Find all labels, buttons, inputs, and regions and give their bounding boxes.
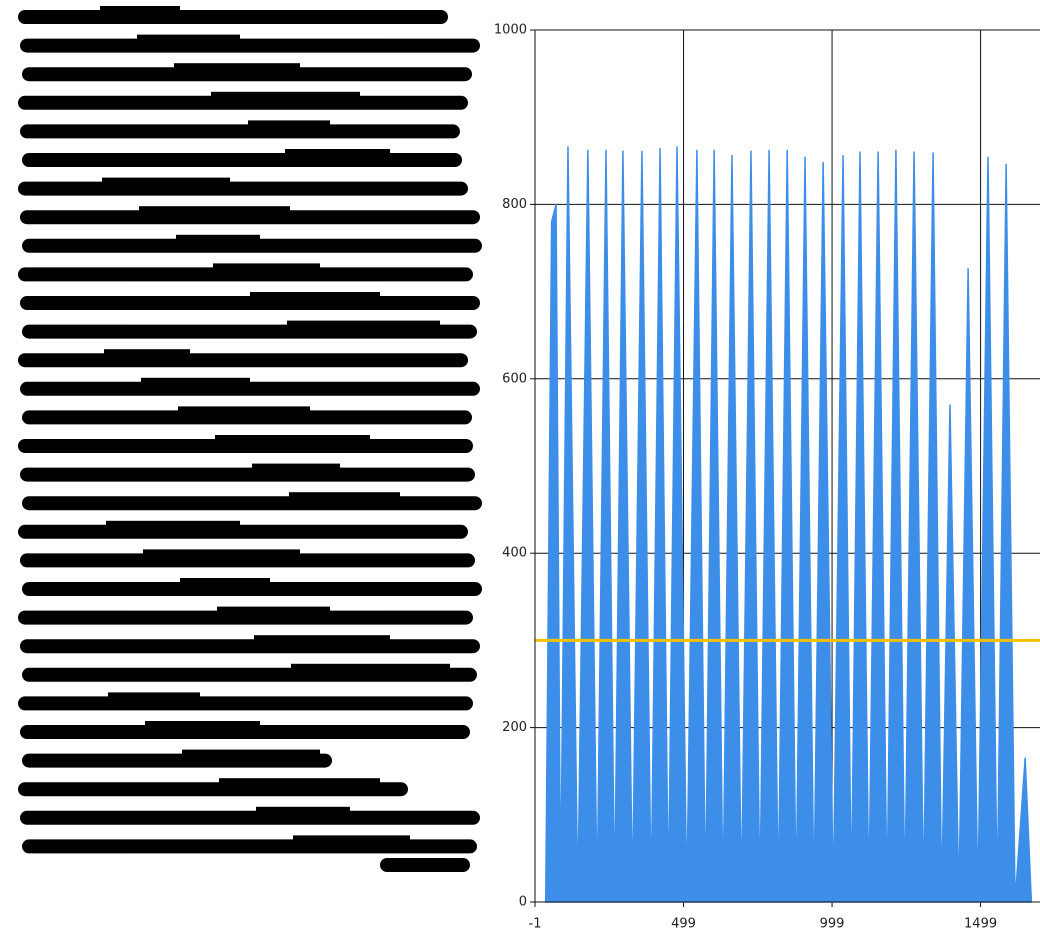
redacted-line <box>22 153 462 167</box>
redacted-block <box>219 778 380 786</box>
y-tick-label: 1000 <box>494 23 527 38</box>
y-tick-label: 400 <box>502 546 527 561</box>
redacted-block <box>293 835 410 843</box>
redacted-block <box>104 349 190 357</box>
redacted-block <box>289 492 400 500</box>
redacted-block <box>141 378 250 386</box>
redacted-block <box>174 63 300 71</box>
redacted-block <box>287 321 440 329</box>
redacted-line <box>20 39 480 53</box>
redacted-block <box>108 692 200 700</box>
y-tick-label: 800 <box>502 197 527 212</box>
redacted-block <box>180 578 270 586</box>
page: {"chart_data": {"type": "area", "x": [35… <box>0 0 1040 933</box>
redacted-line <box>18 10 448 24</box>
redacted-line <box>20 468 475 482</box>
redacted-block <box>217 607 330 615</box>
redacted-text-panel <box>18 6 482 872</box>
screen: 0 200 400 600 800 1000 -1 499 999 1499 <box>0 0 1040 933</box>
redacted-block <box>143 549 300 557</box>
redacted-block <box>102 178 230 186</box>
y-tick-label: 0 <box>519 895 527 910</box>
redacted-block <box>248 120 330 128</box>
redacted-block <box>211 92 360 100</box>
redacted-line <box>380 858 470 872</box>
redacted-block <box>291 664 450 672</box>
redacted-block <box>256 807 350 815</box>
redacted-block <box>285 149 390 157</box>
x-tick-label: 999 <box>820 917 845 932</box>
redacted-block <box>178 406 310 414</box>
y-tick-label: 600 <box>502 371 527 386</box>
redacted-line <box>18 525 468 539</box>
redacted-line <box>20 124 460 138</box>
redacted-block <box>254 635 390 643</box>
area <box>546 147 1032 902</box>
redacted-block <box>182 750 320 758</box>
x-tick-label: -1 <box>529 917 542 932</box>
x-tick-label: 1499 <box>964 917 997 932</box>
redacted-line <box>18 353 468 367</box>
redacted-block <box>250 292 380 300</box>
redacted-block <box>215 435 370 443</box>
y-tick-label: 200 <box>502 720 527 735</box>
x-tick-label: 499 <box>671 917 696 932</box>
redacted-line <box>18 182 468 196</box>
redacted-line <box>22 496 482 510</box>
redacted-line <box>18 696 473 710</box>
redacted-block <box>176 235 260 243</box>
redacted-block <box>145 721 260 729</box>
redacted-line <box>20 811 480 825</box>
redacted-block <box>252 464 340 472</box>
chart: 0 200 400 600 800 1000 -1 499 999 1499 <box>494 23 1040 932</box>
redacted-block <box>100 6 180 14</box>
redacted-line <box>20 639 480 653</box>
redacted-block <box>106 521 240 529</box>
redacted-block <box>213 263 320 271</box>
redacted-block <box>137 35 240 43</box>
redacted-block <box>139 206 290 214</box>
